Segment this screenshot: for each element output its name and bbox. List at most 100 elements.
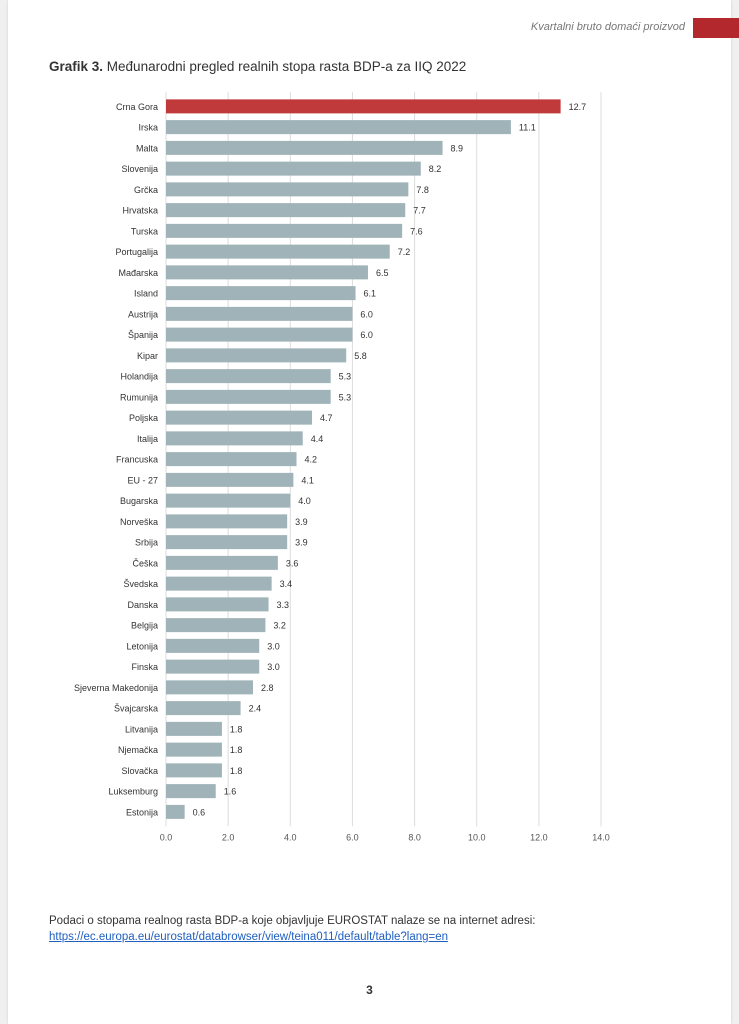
bar [166,576,272,591]
category-label: Bugarska [120,496,158,506]
bar [166,140,443,155]
x-tick-label: 0.0 [160,832,173,842]
category-label: Švajcarska [114,704,158,714]
category-label: Češka [132,558,158,568]
bar [166,618,266,633]
bar [166,680,253,695]
bar [166,452,297,467]
bar [166,638,260,653]
bar [166,265,368,280]
category-label: Danska [127,600,158,610]
bar [166,410,313,425]
bar [166,742,222,757]
category-label: Holandija [120,372,158,382]
bar [166,389,331,404]
category-label: Španija [128,330,158,340]
x-tick-label: 2.0 [222,832,235,842]
value-label: 5.8 [354,351,367,361]
bar [166,348,347,363]
category-label: Poljska [129,413,158,423]
value-label: 6.0 [360,330,373,340]
bar [166,327,353,342]
x-tick-label: 8.0 [408,832,421,842]
value-label: 3.2 [273,621,286,631]
category-label: Italija [137,434,158,444]
category-label: Slovenija [121,164,158,174]
category-label: Norveška [120,517,158,527]
category-label: Island [134,289,158,299]
bar [166,701,241,716]
bar [166,286,356,301]
category-label: Luksemburg [108,787,158,797]
value-label: 1.6 [224,787,237,797]
page-number: 3 [366,983,373,997]
value-label: 2.8 [261,683,274,693]
value-label: 6.1 [364,289,377,299]
header-accent-block [693,18,739,38]
section-header-title: Kvartalni bruto domaći proizvod [530,21,685,33]
source-note: Podaci o stopama realnog rasta BDP-a koj… [49,913,689,945]
bar [166,223,403,238]
value-label: 4.2 [305,455,318,465]
bar [166,514,288,529]
bar [166,203,406,218]
category-label: Hrvatska [122,206,158,216]
value-label: 4.0 [298,496,311,506]
value-label: 0.6 [193,807,206,817]
value-label: 8.2 [429,164,442,174]
category-label: Estonija [126,807,158,817]
category-label: Crna Gora [116,102,158,112]
x-tick-label: 12.0 [530,832,548,842]
category-label: Litvanija [125,724,158,734]
chart-title-text: Međunarodni pregled realnih stopa rasta … [106,59,467,74]
value-label: 7.8 [416,185,429,195]
x-tick-label: 4.0 [284,832,297,842]
value-label: 4.7 [320,413,333,423]
value-label: 1.8 [230,724,243,734]
bar [166,804,185,819]
category-label: Malta [136,143,158,153]
bar [166,182,409,197]
value-label: 6.0 [360,309,373,319]
category-label: EU - 27 [127,475,158,485]
category-label: Turska [131,226,158,236]
category-label: Belgija [131,621,158,631]
category-label: Švedska [123,579,158,589]
value-label: 4.1 [301,475,314,485]
category-label: Irska [138,123,158,133]
value-label: 3.6 [286,558,299,568]
bar [166,99,561,114]
category-label: Grčka [134,185,158,195]
category-label: Njemačka [118,745,158,755]
source-note-text: Podaci o stopama realnog rasta BDP-a koj… [49,915,536,927]
value-label: 3.3 [277,600,290,610]
bar [166,493,291,508]
gdp-growth-bar-chart: 0.0 2.0 4.0 6.0 8.0 10.0 12.0 14.0 Crna Gora 12.7… [74,92,610,842]
category-label: Slovačka [121,766,158,776]
value-label: 3.9 [295,517,308,527]
value-label: 2.4 [249,704,262,714]
category-label: Finska [131,662,158,672]
bar [166,535,288,550]
bar [166,306,353,321]
bar [166,784,216,799]
bar [166,244,390,259]
bar [166,763,222,778]
value-label: 1.8 [230,766,243,776]
value-label: 5.3 [339,392,352,402]
category-label: Kipar [137,351,158,361]
chart-title: Grafik 3. Međunarodni pregled realnih st… [49,59,466,74]
value-label: 4.4 [311,434,324,444]
value-label: 3.0 [267,641,280,651]
bar [166,721,222,736]
value-label: 6.5 [376,268,389,278]
value-label: 1.8 [230,745,243,755]
x-tick-label: 14.0 [592,832,610,842]
eurostat-link[interactable]: https://ec.europa.eu/eurostat/databrowse… [49,931,449,943]
category-label: Austrija [128,309,158,319]
value-label: 3.4 [280,579,293,589]
bar [166,161,421,176]
value-label: 8.9 [451,143,464,153]
value-label: 12.7 [569,102,587,112]
chart-title-prefix: Grafik 3. [49,59,104,74]
